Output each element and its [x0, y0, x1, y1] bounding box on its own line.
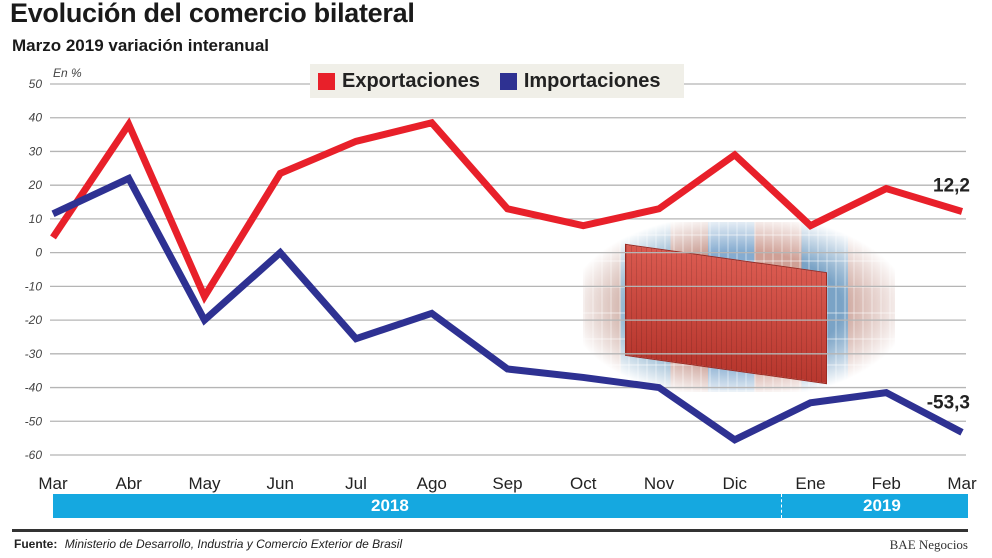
- source-label: Fuente:: [14, 537, 58, 551]
- year-label-2019: 2019: [863, 496, 901, 515]
- legend-label-exportaciones: Exportaciones: [342, 69, 480, 92]
- data-label-end: -53,3: [927, 392, 970, 413]
- x-tick-label: Feb: [872, 474, 901, 493]
- x-tick-label: Abr: [116, 474, 143, 493]
- year-divider: [781, 494, 782, 518]
- legend-swatch-exportaciones: [318, 72, 335, 90]
- series-line-exportaciones: [50, 117, 964, 304]
- chart-subtitle: Marzo 2019 variación interanual: [12, 36, 269, 55]
- legend-label-importaciones: Importaciones: [523, 69, 661, 92]
- series-line-importaciones: [51, 173, 964, 444]
- y-tick-label: 50: [29, 77, 43, 91]
- footer-rule: [12, 529, 968, 532]
- legend: Exportaciones Importaciones: [310, 64, 684, 98]
- y-tick-label: -50: [25, 414, 43, 428]
- legend-item-exportaciones: Exportaciones: [318, 70, 480, 93]
- y-tick-label: 10: [29, 212, 43, 226]
- x-tick-label: May: [188, 474, 221, 493]
- legend-swatch-importaciones: [499, 72, 517, 90]
- y-tick-label: -40: [25, 381, 43, 395]
- chart-title: Evolución del comercio bilateral: [10, 0, 415, 28]
- legend-item-importaciones: Importaciones: [499, 69, 661, 93]
- x-tick-label: Mar: [38, 474, 68, 493]
- x-tick-label: Oct: [570, 474, 597, 493]
- y-axis-label: En %: [53, 66, 82, 80]
- year-bar: 2018 2019: [53, 494, 968, 518]
- y-tick-label: -30: [25, 347, 43, 361]
- year-label-2018: 2018: [371, 496, 409, 515]
- y-tick-label: -20: [25, 313, 43, 327]
- x-tick-label: Nov: [644, 474, 675, 493]
- x-tick-label: Ago: [417, 474, 447, 493]
- y-tick-label: 0: [35, 246, 42, 260]
- x-tick-label: Jun: [267, 474, 294, 493]
- y-tick-label: 40: [29, 111, 43, 125]
- y-tick-label: -60: [25, 448, 43, 462]
- y-tick-label: -10: [25, 279, 43, 293]
- y-tick-label: 30: [29, 144, 43, 158]
- x-tick-label: Ene: [795, 474, 825, 493]
- source-text: Ministerio de Desarrollo, Industria y Co…: [64, 537, 403, 551]
- data-label-end: 12,2: [933, 175, 970, 196]
- source: Fuente: Ministerio de Desarrollo, Indust…: [14, 537, 402, 551]
- x-tick-label: Sep: [492, 474, 522, 493]
- brand-logo: BAE Negocios: [889, 537, 968, 552]
- x-tick-label: Dic: [722, 474, 747, 493]
- y-tick-label: 20: [28, 178, 43, 192]
- x-tick-label: Jul: [345, 474, 367, 493]
- x-tick-label: Mar: [947, 474, 977, 493]
